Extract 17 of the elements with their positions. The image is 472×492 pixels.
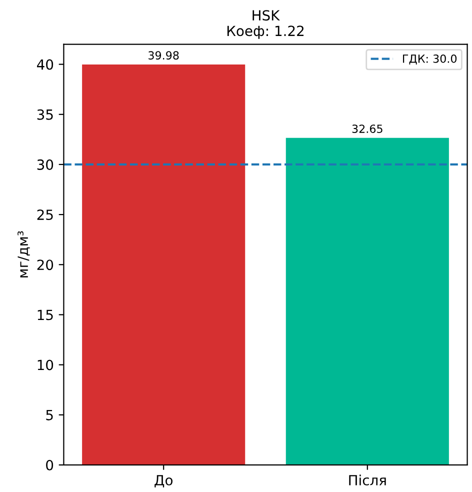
legend-label: ГДК: 30.0	[403, 54, 457, 64]
y-tick-label: 25	[37, 210, 53, 220]
x-tick-label: До	[154, 475, 173, 488]
y-tick-label: 30	[37, 159, 54, 170]
y-tick-label: 10	[38, 360, 54, 370]
y-tick-label: 35	[37, 109, 53, 120]
chart-subtitle: Коеф: 1.22	[227, 26, 304, 39]
y-tick-label: 15	[38, 310, 53, 320]
x-tick-label: Після	[349, 474, 386, 486]
data-label: 39.98	[148, 51, 179, 60]
y-tick-label: 5	[46, 410, 53, 420]
y-tick-label: 0	[46, 460, 54, 470]
y-tick-label: 40	[37, 59, 54, 70]
y-tick-label: 20	[37, 260, 54, 270]
data-label: 32.65	[352, 124, 382, 133]
chart-title: HSK	[252, 10, 280, 21]
y-axis-title: мг/дм³	[18, 231, 30, 278]
